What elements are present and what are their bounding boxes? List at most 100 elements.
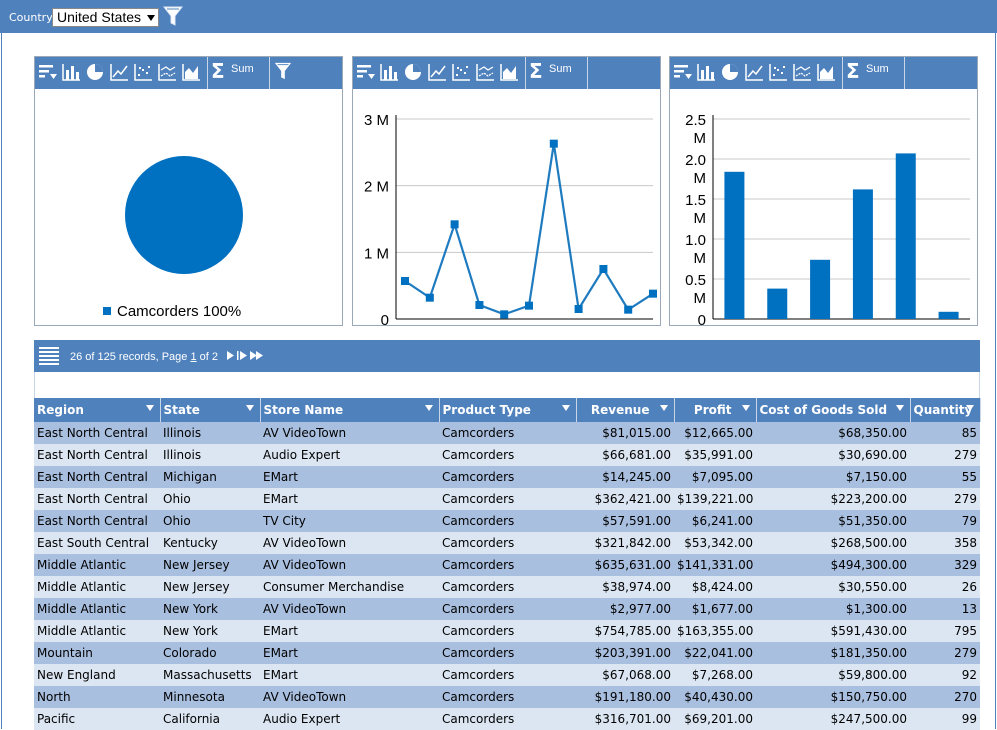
column-header[interactable]: Revenue xyxy=(576,398,675,422)
bar[interactable] xyxy=(852,189,873,319)
sum-button[interactable]: Sum xyxy=(549,63,572,75)
sort-arrow-icon[interactable] xyxy=(895,405,904,411)
sort-arrow-icon[interactable] xyxy=(965,405,974,411)
table-row[interactable]: Middle Atlantic New Jersey AV VideoTown Cam… xyxy=(34,554,980,576)
table-cell: $7,095.00 xyxy=(674,466,756,488)
scatter-chart-icon[interactable] xyxy=(133,62,153,82)
table-row[interactable]: Pacific California Audio Expert Camcorders $… xyxy=(34,708,980,730)
scatter-chart-icon[interactable] xyxy=(451,62,471,82)
bar-chart-icon[interactable] xyxy=(379,62,399,82)
column-header[interactable]: State xyxy=(160,398,261,422)
sum-icon[interactable]: Σ xyxy=(529,59,543,83)
list-icon[interactable] xyxy=(39,345,59,367)
table-row[interactable]: Middle Atlantic New Jersey Consumer Mercha… xyxy=(34,576,980,598)
filter-icon[interactable] xyxy=(273,61,293,81)
legend-swatch xyxy=(103,307,111,315)
column-header[interactable]: Quantity xyxy=(910,398,981,422)
line-point[interactable] xyxy=(425,293,434,302)
line-point[interactable] xyxy=(624,305,633,314)
table-row[interactable]: Middle Atlantic New York EMart Camcorders $7… xyxy=(34,620,980,642)
bar-chart: 2.5M2.0M1.5M1.0M0.5M0AV VideoTowCentury … xyxy=(685,112,970,325)
sort-icon[interactable] xyxy=(672,62,692,82)
sort-icon[interactable] xyxy=(37,62,57,82)
column-header[interactable]: Region xyxy=(34,398,161,422)
last-page-icon[interactable] xyxy=(237,351,247,360)
sum-icon[interactable]: Σ xyxy=(846,59,860,83)
scatter-chart-icon[interactable] xyxy=(768,62,788,82)
table-cell: 279 xyxy=(910,642,980,664)
table-row[interactable]: East North Central Illinois Audio Expert Ca… xyxy=(34,444,980,466)
sum-button[interactable]: Sum xyxy=(866,63,889,75)
area-chart-icon[interactable] xyxy=(816,62,836,82)
next-page-icon[interactable] xyxy=(227,351,234,360)
table-cell: 26 xyxy=(910,576,980,598)
table-row[interactable]: East North Central Ohio EMart Camcorders $36… xyxy=(34,488,980,510)
sort-arrow-icon[interactable] xyxy=(741,405,750,411)
sort-arrow-icon[interactable] xyxy=(145,405,154,411)
sort-arrow-icon[interactable] xyxy=(424,405,433,411)
line-point[interactable] xyxy=(574,305,583,313)
table-cell: 279 xyxy=(910,444,980,466)
fast-forward-icon[interactable] xyxy=(250,351,263,360)
bar[interactable] xyxy=(938,311,959,319)
line-chart: 3 M 2 M 1 M 0East N Middle New E Pacific Web(F W… xyxy=(364,112,657,325)
line-chart-icon[interactable] xyxy=(109,62,129,82)
sort-arrow-icon[interactable] xyxy=(245,405,254,411)
chart-toolbar: Σ Sum xyxy=(670,57,977,89)
column-header[interactable]: Cost of Goods Sold xyxy=(756,398,911,422)
multi-line-chart-icon[interactable] xyxy=(475,62,495,82)
column-header-label: Revenue xyxy=(590,403,650,417)
column-header[interactable]: Store Name xyxy=(260,398,440,422)
multi-line-chart-icon[interactable] xyxy=(157,62,177,82)
sum-icon[interactable]: Σ xyxy=(211,59,225,83)
line-point[interactable] xyxy=(525,301,533,310)
line-point[interactable] xyxy=(401,277,409,285)
line-chart-icon[interactable] xyxy=(744,62,764,82)
table-row[interactable]: East North Central Ohio TV City Camcorders $… xyxy=(34,510,980,532)
table-row[interactable]: Middle Atlantic New York AV VideoTown Camco… xyxy=(34,598,980,620)
bar[interactable] xyxy=(810,259,831,319)
table-row[interactable]: East South Central Kentucky AV VideoTown Ca… xyxy=(34,532,980,554)
line-point[interactable] xyxy=(599,265,608,273)
table-cell: Camcorders xyxy=(439,708,576,730)
column-header[interactable]: Profit xyxy=(674,398,757,422)
sort-icon[interactable] xyxy=(355,62,375,82)
dashboard-frame xyxy=(1,33,996,729)
sort-arrow-icon[interactable] xyxy=(561,405,570,411)
pie-chart-icon[interactable] xyxy=(403,62,423,82)
table-row[interactable]: East North Central Michigan EMart Camcorder… xyxy=(34,466,980,488)
area-chart-icon[interactable] xyxy=(499,62,519,82)
current-page[interactable]: 1 xyxy=(190,351,197,363)
table-cell: $362,421.00 xyxy=(576,488,674,510)
line-point[interactable] xyxy=(649,289,657,298)
column-header[interactable]: Product Type xyxy=(439,398,577,422)
x-tick-label: Century Elect xyxy=(778,324,856,325)
line-point[interactable] xyxy=(450,220,459,229)
table-cell: Camcorders xyxy=(439,488,576,510)
table-row[interactable]: New England Massachusetts EMart Camcorders $… xyxy=(34,664,980,686)
sort-arrow-icon[interactable] xyxy=(659,405,668,411)
bar[interactable] xyxy=(724,171,745,319)
country-select[interactable]: United States xyxy=(52,8,159,27)
multi-line-chart-icon[interactable] xyxy=(792,62,812,82)
table-row[interactable]: Mountain Colorado EMart Camcorders $203,391.… xyxy=(34,642,980,664)
bar-chart-icon[interactable] xyxy=(696,62,716,82)
area-chart-icon[interactable] xyxy=(181,62,201,82)
pie-slice-camcorders[interactable] xyxy=(125,156,243,274)
table-row[interactable]: North Minnesota AV VideoTown Camcorders $191… xyxy=(34,686,980,708)
line-point[interactable] xyxy=(475,301,484,309)
table-cell: East North Central xyxy=(34,444,160,466)
pie-chart-icon[interactable] xyxy=(720,62,740,82)
bar-chart-icon[interactable] xyxy=(61,62,81,82)
filter-icon[interactable] xyxy=(163,5,183,27)
table-cell: Middle Atlantic xyxy=(34,576,160,598)
line-chart-icon[interactable] xyxy=(427,62,447,82)
line-point[interactable] xyxy=(549,139,558,148)
pie-chart-icon[interactable] xyxy=(85,62,105,82)
line-point[interactable] xyxy=(500,310,509,319)
bar[interactable] xyxy=(895,153,916,319)
bar[interactable] xyxy=(767,288,788,319)
table-row[interactable]: East North Central Illinois AV VideoTown Ca… xyxy=(34,422,980,444)
sum-button[interactable]: Sum xyxy=(231,63,254,75)
table-cell: $150,750.00 xyxy=(756,686,910,708)
